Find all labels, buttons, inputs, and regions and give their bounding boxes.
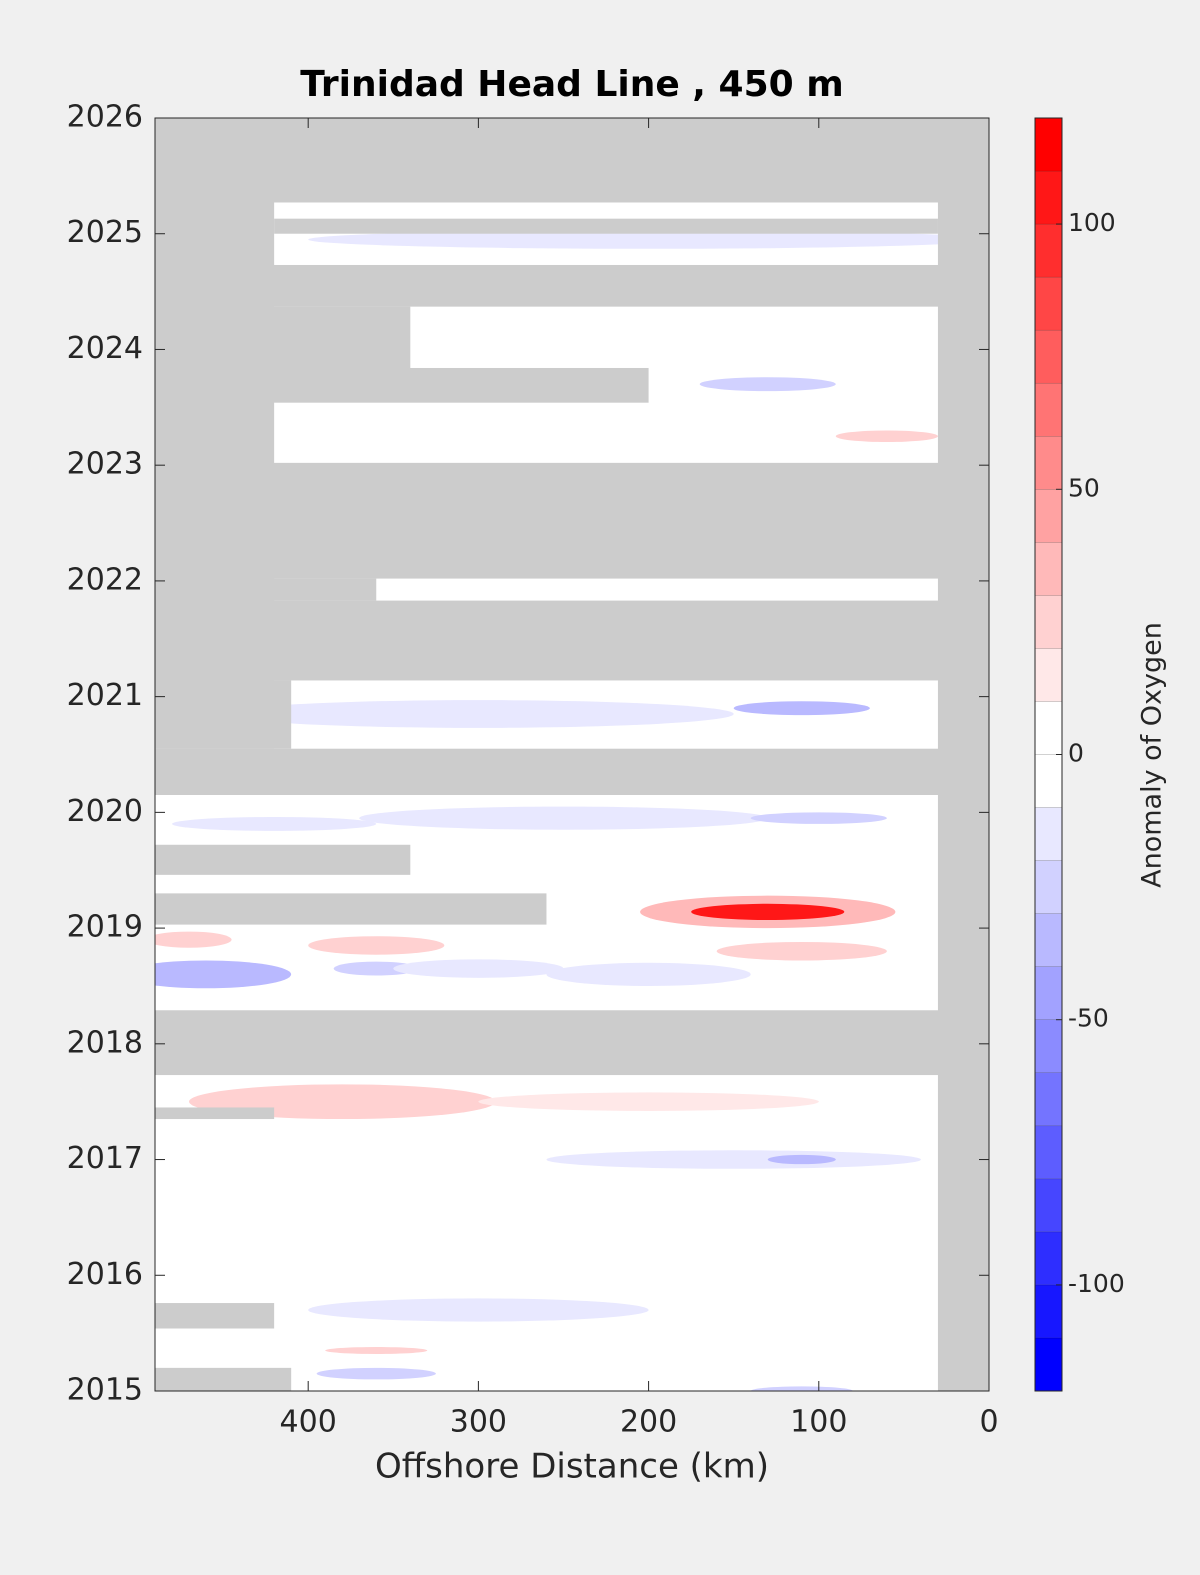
anomaly-patch <box>750 812 887 824</box>
anomaly-patch <box>750 1386 853 1391</box>
colorbar-band <box>1034 754 1063 808</box>
colorbar-band <box>1034 329 1063 384</box>
colorbar-band <box>1034 489 1063 543</box>
missing-data <box>155 1367 292 1391</box>
x-tick-label: 300 <box>450 1405 507 1440</box>
anomaly-patch <box>223 700 734 728</box>
colorbar-band <box>1034 1125 1063 1180</box>
colorbar-band <box>1034 807 1063 861</box>
colorbar-band <box>1034 966 1063 1020</box>
anomaly-patch <box>767 1154 836 1165</box>
colorbar-band <box>1034 117 1063 172</box>
missing-data <box>155 844 411 875</box>
anomaly-patch <box>308 936 445 955</box>
colorbar-band <box>1034 701 1063 755</box>
y-tick-label: 2017 <box>67 1141 143 1176</box>
x-tick-label: 0 <box>979 1405 998 1440</box>
anomaly-patch <box>308 230 989 249</box>
anomaly-patch <box>172 816 377 831</box>
colorbar-band <box>1034 170 1063 225</box>
y-tick-label: 2023 <box>67 447 143 482</box>
anomaly-patch <box>835 430 938 443</box>
colorbar-band <box>1034 1337 1063 1392</box>
anomaly-patch <box>155 931 232 948</box>
anomaly-patch <box>155 960 292 989</box>
anomaly-patch <box>478 1092 819 1111</box>
missing-data <box>155 264 989 307</box>
missing-data <box>155 1303 275 1329</box>
anomaly-patch <box>393 959 564 978</box>
anomaly-patch <box>733 701 870 716</box>
colorbar-band <box>1034 276 1063 331</box>
colorbar-band <box>1034 648 1063 702</box>
y-tick-label: 2021 <box>67 678 143 713</box>
anomaly-patch <box>699 377 836 392</box>
x-axis-label: Offshore Distance (km) <box>375 1447 769 1487</box>
colorbar-band <box>1034 860 1063 914</box>
y-tick-label: 2016 <box>67 1257 143 1292</box>
colorbar-tick-label: 100 <box>1068 208 1116 237</box>
y-tick-label: 2018 <box>67 1025 143 1060</box>
y-tick-label: 2020 <box>67 794 143 829</box>
anomaly-patch <box>308 1298 649 1322</box>
missing-data <box>155 1107 275 1120</box>
missing-data <box>155 600 989 681</box>
missing-data <box>155 578 377 601</box>
missing-data <box>155 367 649 403</box>
colorbar-band <box>1034 1072 1063 1127</box>
y-tick-label: 2024 <box>67 331 143 366</box>
colorbar-band <box>1034 223 1063 278</box>
anomaly-patch <box>716 941 887 961</box>
y-tick-label: 2025 <box>67 215 143 250</box>
colorbar-band <box>1034 436 1063 490</box>
colorbar-tick-label: 50 <box>1068 473 1100 502</box>
missing-data <box>274 218 938 234</box>
colorbar-band <box>1034 382 1063 437</box>
plot-frame <box>154 117 990 1392</box>
missing-data <box>155 748 989 796</box>
anomaly-patch <box>325 1347 428 1354</box>
anomaly-patch <box>359 806 768 830</box>
colorbar-band <box>1034 1019 1063 1073</box>
colorbar-label: Anomaly of Oxygen <box>1137 622 1168 888</box>
chart-title: Trinidad Head Line , 450 m <box>300 64 843 105</box>
x-tick-label: 400 <box>280 1405 337 1440</box>
anomaly-patch <box>691 903 845 920</box>
anomaly-patch <box>333 961 419 976</box>
missing-data <box>155 462 989 579</box>
colorbar-band <box>1034 542 1063 596</box>
y-tick-label: 2019 <box>67 910 143 945</box>
x-tick-label: 100 <box>790 1405 847 1440</box>
missing-data <box>155 118 989 203</box>
colorbar-band <box>1034 913 1063 967</box>
colorbar-tick-label: -100 <box>1068 1269 1125 1298</box>
y-tick-label: 2015 <box>67 1373 143 1408</box>
y-tick-label: 2026 <box>67 100 143 135</box>
missing-data <box>155 1010 989 1076</box>
x-tick-label: 200 <box>620 1405 677 1440</box>
colorbar-band <box>1034 595 1063 649</box>
missing-data <box>155 306 411 368</box>
anomaly-patch <box>546 962 751 986</box>
missing-data <box>155 893 547 925</box>
anomaly-patch <box>546 1150 921 1169</box>
colorbar-band <box>1034 1284 1063 1339</box>
colorbar-tick-label: 0 <box>1068 739 1084 768</box>
colorbar-band <box>1034 1178 1063 1233</box>
plot-area <box>155 118 989 1391</box>
colorbar-tick-label: -50 <box>1068 1004 1109 1033</box>
y-tick-label: 2022 <box>67 562 143 597</box>
colorbar-band <box>1034 1231 1063 1286</box>
missing-data <box>155 680 292 749</box>
missing-data <box>937 118 989 1391</box>
anomaly-patch <box>316 1367 436 1380</box>
